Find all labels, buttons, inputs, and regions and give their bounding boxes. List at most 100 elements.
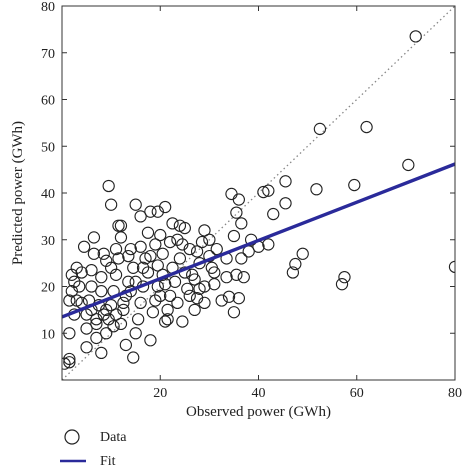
data-point <box>63 352 76 366</box>
y-tick-label: 80 <box>41 0 55 15</box>
data-point <box>127 261 140 274</box>
data-point <box>181 282 194 295</box>
data-point <box>127 351 140 364</box>
data-point <box>262 184 275 197</box>
identity-line <box>62 6 455 380</box>
x-tick-label: 20 <box>153 386 167 401</box>
data-point <box>87 231 101 244</box>
data-point <box>117 296 130 310</box>
data-point <box>163 235 177 249</box>
data-point <box>144 205 157 218</box>
data-point <box>114 219 128 232</box>
data-point <box>173 252 187 265</box>
legend-data-label: Data <box>100 430 127 445</box>
data-point <box>195 235 209 249</box>
data-point <box>222 290 236 303</box>
y-tick-label: 50 <box>41 140 55 155</box>
data-point <box>210 242 223 256</box>
data-point <box>75 266 88 279</box>
data-point <box>134 210 147 223</box>
data-point <box>230 268 243 281</box>
data-point <box>227 229 241 243</box>
data-point <box>154 289 167 302</box>
data-point <box>232 193 245 206</box>
data-point <box>154 228 167 242</box>
data-point <box>156 247 169 260</box>
y-tick-label: 20 <box>41 281 55 296</box>
y-tick-label: 60 <box>41 94 55 109</box>
data-point <box>176 315 189 328</box>
data-point <box>178 221 191 235</box>
data-point <box>70 261 83 274</box>
data-point <box>151 205 164 218</box>
data-point <box>159 315 172 328</box>
data-point <box>335 278 349 291</box>
data-point <box>198 224 211 237</box>
data-point <box>112 219 125 232</box>
data-point <box>134 240 147 253</box>
data-point <box>100 327 113 340</box>
data-point <box>188 303 201 317</box>
data-point <box>95 346 108 360</box>
data-point <box>215 294 228 307</box>
data-point <box>235 217 248 230</box>
data-point <box>107 320 120 333</box>
data-point <box>190 292 204 305</box>
data-point <box>220 270 233 284</box>
data-point <box>87 247 101 260</box>
data-point <box>62 357 71 370</box>
data-point <box>348 178 361 192</box>
data-point <box>134 296 147 310</box>
data-point <box>85 280 98 293</box>
data-point <box>227 306 241 319</box>
data-point <box>176 238 189 251</box>
data-point <box>117 303 130 317</box>
data-point <box>141 266 155 279</box>
data-point <box>149 294 162 307</box>
data-point <box>102 179 115 193</box>
data-point <box>144 249 157 263</box>
data-point <box>95 285 108 298</box>
data-point <box>235 252 248 265</box>
x-tick-label: 40 <box>252 386 266 401</box>
data-point <box>171 233 184 246</box>
data-point <box>205 261 218 274</box>
data-point <box>183 289 196 302</box>
data-point <box>230 206 243 219</box>
data-point <box>77 240 91 253</box>
data-point <box>65 285 78 298</box>
data-point <box>141 226 155 239</box>
data-point <box>161 313 174 326</box>
axes: 20 40 60 80 10 20 30 40 50 60 70 80 Observed power (… <box>10 0 462 420</box>
data-point <box>286 266 300 279</box>
data-point <box>80 322 93 335</box>
data-point <box>203 233 216 246</box>
data-point <box>90 317 103 331</box>
data-point <box>109 308 123 321</box>
data-point <box>149 238 162 251</box>
data-point <box>104 261 118 274</box>
data-point <box>73 280 86 293</box>
data-point <box>109 242 123 256</box>
data-point <box>289 257 302 271</box>
fit-line <box>62 162 455 319</box>
data-point <box>279 175 292 188</box>
data-point <box>208 278 221 291</box>
data-point <box>409 30 422 43</box>
data-point <box>100 303 113 317</box>
data-point <box>168 275 182 288</box>
data-point <box>112 252 125 265</box>
data-point <box>183 242 196 256</box>
data-point <box>402 158 415 172</box>
data-point <box>95 270 108 284</box>
data-point <box>310 183 323 196</box>
data-point <box>159 200 172 214</box>
legend-fit-label: Fit <box>100 454 116 469</box>
x-tick-label: 80 <box>448 386 462 401</box>
plot-area <box>62 6 455 380</box>
data-point <box>146 306 160 319</box>
data-point <box>296 247 309 260</box>
data-point <box>198 296 211 310</box>
data-point <box>63 356 76 369</box>
